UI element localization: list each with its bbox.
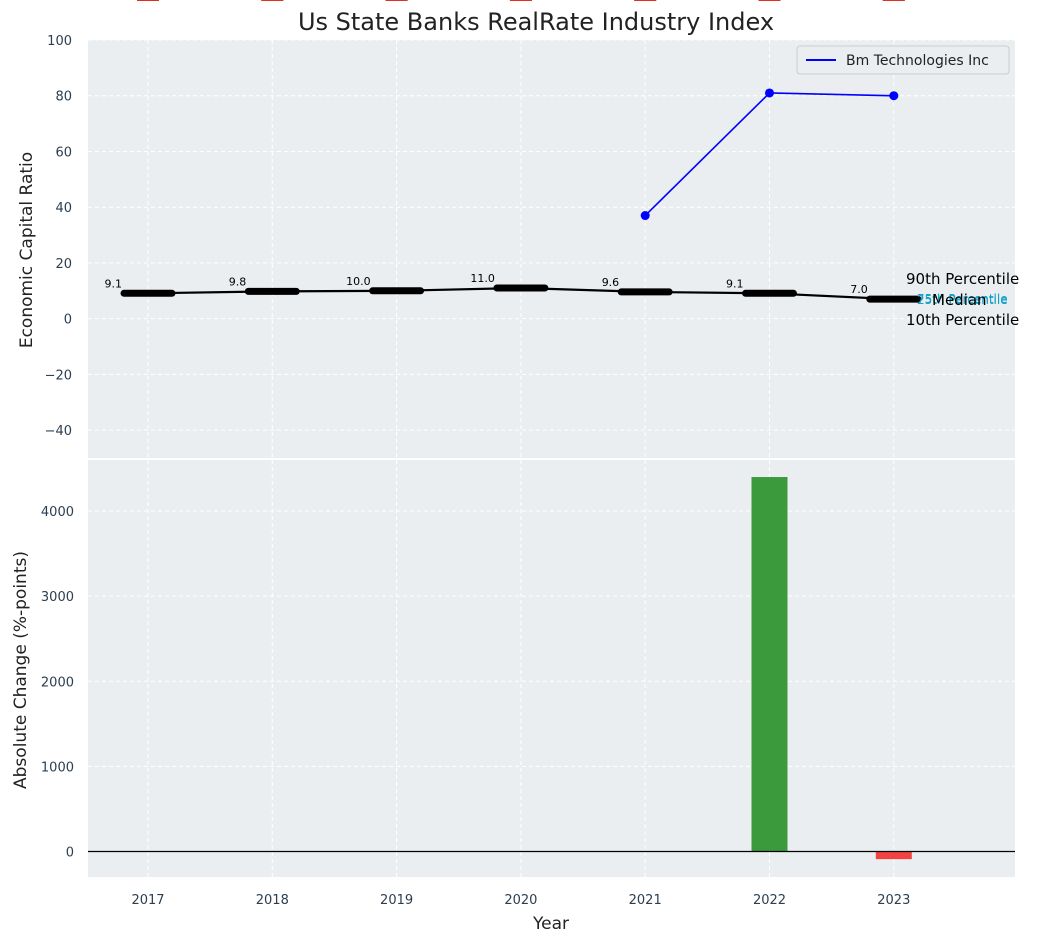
bottom-y-tick-label: 0 [66, 845, 74, 860]
top-y-tick-label: −20 [45, 368, 72, 383]
top-y-tick-label: 100 [47, 34, 72, 49]
bottom-plot-area [88, 460, 1015, 877]
bottom-bar-marks [88, 477, 1015, 860]
top-y-tick-label: 60 [55, 145, 72, 160]
legend: Bm Technologies Inc [796, 45, 1010, 75]
p90-label: 90th Percentile [906, 270, 1019, 288]
x-tick-label: 2021 [629, 893, 662, 908]
median-data-label: 7.0 [850, 283, 868, 296]
p75-label: 75th Percentile [917, 292, 1008, 306]
top-y-tick-label: −40 [45, 424, 72, 439]
x-tick-label: 2017 [131, 893, 164, 908]
x-tick-label: 2023 [877, 893, 910, 908]
bottom-y-tick-label: 4000 [41, 505, 74, 520]
legend-entry-label: Bm Technologies Inc [846, 53, 989, 69]
x-tick-labels: 2017 2018 2019 2020 2021 2022 2023 [131, 893, 910, 908]
p25-label: 25th Percentile [917, 293, 1008, 307]
x-tick-label: 2020 [504, 893, 537, 908]
company-series-point [889, 91, 899, 101]
top-y-tick-label: 0 [64, 313, 72, 328]
top-plot-area [88, 40, 1015, 458]
change-bar [875, 851, 912, 860]
p10-label: 10th Percentile [906, 311, 1019, 329]
bottom-y-tick-label: 3000 [41, 590, 74, 605]
bottom-y-tick-label: 2000 [41, 675, 74, 690]
top-y-ticks: −40 −20 0 20 40 60 80 100 [45, 34, 72, 439]
median-data-label: 11.0 [470, 272, 495, 285]
chart-title: Us State Banks RealRate Industry Index [298, 8, 774, 36]
x-axis-label: Year [532, 914, 569, 934]
bottom-y-ticks: 0 1000 2000 3000 4000 [41, 505, 74, 860]
x-tick-label: 2022 [753, 893, 786, 908]
percentile-labels: 90th Percentile 75th Percentile 25th Per… [906, 270, 1019, 329]
median-data-label: 9.1 [105, 277, 123, 290]
top-y-axis-label: Economic Capital Ratio [17, 152, 37, 348]
median-label: Median [932, 291, 987, 309]
top-grid [88, 39, 1015, 458]
company-series-point [640, 211, 650, 221]
top-y-tick-label: 20 [55, 257, 72, 272]
median-line [147, 286, 894, 301]
x-tick-label: 2018 [256, 893, 289, 908]
x-tick-label: 2019 [380, 893, 413, 908]
top-y-tick-label: 40 [55, 201, 72, 216]
bottom-y-tick-label: 1000 [41, 760, 74, 775]
top-series-marks: 9.1 9.8 10.0 11.0 9.6 9.1 7.0 [105, 0, 922, 303]
top-y-tick-label: 80 [55, 90, 72, 105]
median-data-label: 9.8 [229, 275, 247, 288]
change-bar [751, 477, 788, 852]
bottom-y-axis-label: Absolute Change (%-points) [11, 551, 31, 789]
company-series-point [765, 88, 774, 98]
legend-box [796, 45, 1010, 75]
median-data-label: 10.0 [346, 275, 371, 288]
median-data-label: 9.1 [726, 277, 744, 290]
median-data-label: 9.6 [602, 276, 620, 289]
